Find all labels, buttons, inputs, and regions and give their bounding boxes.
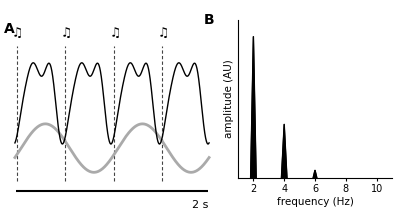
Polygon shape [282,124,287,178]
Text: ♫: ♫ [61,27,72,40]
Text: ♫: ♫ [109,27,120,40]
Polygon shape [251,36,256,178]
Polygon shape [313,170,317,178]
Text: ♫: ♫ [12,27,24,40]
Text: B: B [204,13,215,27]
X-axis label: frequency (Hz): frequency (Hz) [276,197,354,207]
Text: A: A [4,22,15,36]
Text: 2 s: 2 s [192,200,208,210]
Y-axis label: amplitude (AU): amplitude (AU) [224,59,234,138]
Text: ♫: ♫ [158,27,169,40]
